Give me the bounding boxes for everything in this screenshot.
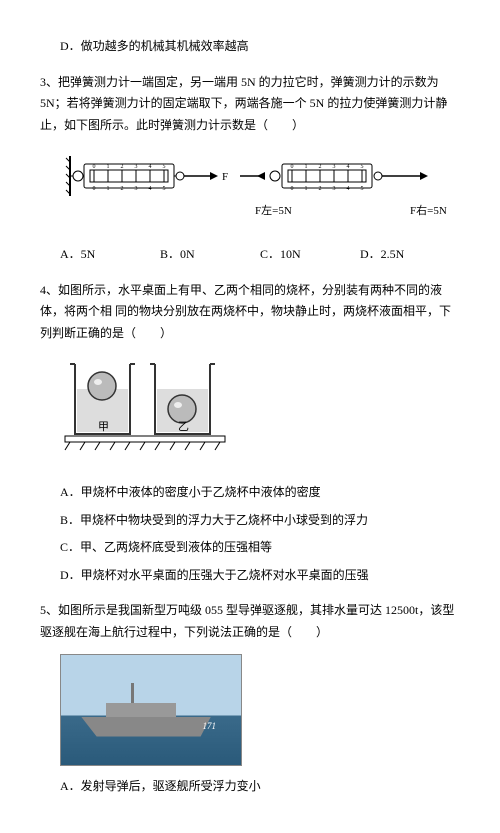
svg-text:0: 0 xyxy=(93,164,96,170)
svg-text:4: 4 xyxy=(149,186,152,192)
q2-option-d: D．做功越多的机械其机械效率越高 xyxy=(60,36,460,58)
ship-number: 171 xyxy=(203,718,217,734)
svg-text:1: 1 xyxy=(305,186,308,192)
q3-right-label: F右=5N xyxy=(410,203,447,217)
svg-text:3: 3 xyxy=(135,186,138,192)
svg-text:乙: 乙 xyxy=(178,420,189,433)
q5-figure: 171 xyxy=(60,654,460,766)
q3-mid-label: F左=5N xyxy=(255,204,292,217)
q3-option-b: B．0N xyxy=(160,244,260,266)
svg-text:2: 2 xyxy=(319,164,322,170)
svg-text:3: 3 xyxy=(135,164,138,170)
q3-figure: 012 345 012 345 F 012 345 012 345 F左=5N … xyxy=(60,146,460,234)
q5-text: 5、如图所示是我国新型万吨级 055 型导弹驱逐舰，其排水量可达 12500t，… xyxy=(40,600,460,643)
q3-option-a: A．5N xyxy=(60,244,160,266)
svg-text:5: 5 xyxy=(361,164,364,170)
q5-option-a: A．发射导弹后，驱逐舰所受浮力变小 xyxy=(60,776,460,798)
svg-text:4: 4 xyxy=(347,186,350,192)
svg-text:0: 0 xyxy=(291,186,294,192)
svg-text:2: 2 xyxy=(319,186,322,192)
q3-options: A．5N B．0N C．10N D．2.5N xyxy=(60,244,460,266)
svg-text:4: 4 xyxy=(149,164,152,170)
q3-option-c: C．10N xyxy=(260,244,360,266)
svg-text:5: 5 xyxy=(361,186,364,192)
svg-text:0: 0 xyxy=(93,186,96,192)
svg-text:2: 2 xyxy=(121,186,124,192)
q4-option-b: B．甲烧杯中物块受到的浮力大于乙烧杯中小球受到的浮力 xyxy=(60,510,460,532)
q4-option-c: C．甲、乙两烧杯底受到液体的压强相等 xyxy=(60,537,460,559)
svg-text:1: 1 xyxy=(107,186,110,192)
q3-option-d: D．2.5N xyxy=(360,244,460,266)
q4-figure: 甲 乙 xyxy=(60,354,460,472)
svg-text:3: 3 xyxy=(333,186,336,192)
svg-text:甲: 甲 xyxy=(98,421,109,433)
svg-text:0: 0 xyxy=(291,164,294,170)
svg-text:1: 1 xyxy=(305,164,308,170)
svg-text:1: 1 xyxy=(107,164,110,170)
svg-text:4: 4 xyxy=(347,164,350,170)
q3-text: 3、把弹簧测力计一端固定，另一端用 5N 的力拉它时，弹簧测力计的示数为 5N；… xyxy=(40,72,460,137)
svg-text:2: 2 xyxy=(121,164,124,170)
q3-left-F: F xyxy=(222,171,228,183)
q4-option-a: A．甲烧杯中液体的密度小于乙烧杯中液体的密度 xyxy=(60,482,460,504)
q4-option-d: D．甲烧杯对水平桌面的压强大于乙烧杯对水平桌面的压强 xyxy=(60,565,460,587)
svg-text:5: 5 xyxy=(163,164,166,170)
q4-text: 4、如图所示，水平桌面上有甲、乙两个相同的烧杯，分别装有两种不同的液体，将两个相… xyxy=(40,280,460,345)
svg-text:5: 5 xyxy=(163,186,166,192)
svg-text:3: 3 xyxy=(333,164,336,170)
